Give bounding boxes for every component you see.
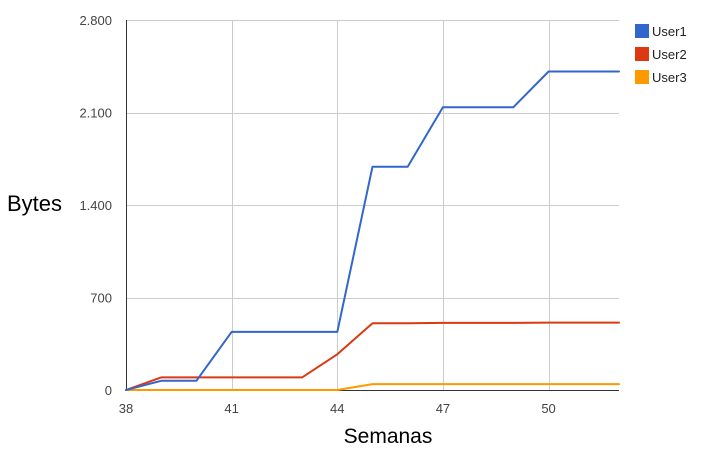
series-line-user3 — [125, 383, 620, 391]
x-tick-label: 44 — [330, 401, 344, 416]
tick-labels: 0 700 1.400 2.100 2.800 38 41 44 47 50 — [79, 13, 555, 416]
x-tick-label: 50 — [541, 401, 555, 416]
series-lines — [125, 70, 620, 391]
y-tick-label: 700 — [90, 291, 112, 306]
legend-label: User2 — [652, 47, 687, 62]
x-tick-label: 41 — [224, 401, 238, 416]
legend-item-user2: User2 — [635, 47, 687, 62]
legend-swatch — [635, 70, 649, 84]
legend-swatch — [635, 47, 649, 61]
y-axis-title: Bytes — [7, 191, 62, 216]
y-tick-label: 2.100 — [79, 106, 112, 121]
legend-label: User1 — [652, 24, 687, 39]
legend-item-user3: User3 — [635, 70, 687, 85]
y-tick-label: 1.400 — [79, 198, 112, 213]
y-tick-label: 0 — [105, 383, 112, 398]
legend: User1 User2 User3 — [635, 24, 687, 85]
x-tick-label: 38 — [119, 401, 133, 416]
legend-label: User3 — [652, 70, 687, 85]
series-line-user2 — [125, 321, 620, 391]
legend-item-user1: User1 — [635, 24, 687, 39]
grid-lines — [126, 20, 619, 390]
x-axis-title: Semanas — [344, 425, 433, 448]
legend-swatch — [635, 24, 649, 38]
series-line-user1 — [125, 70, 620, 391]
y-tick-label: 2.800 — [79, 13, 112, 28]
x-tick-label: 47 — [436, 401, 450, 416]
